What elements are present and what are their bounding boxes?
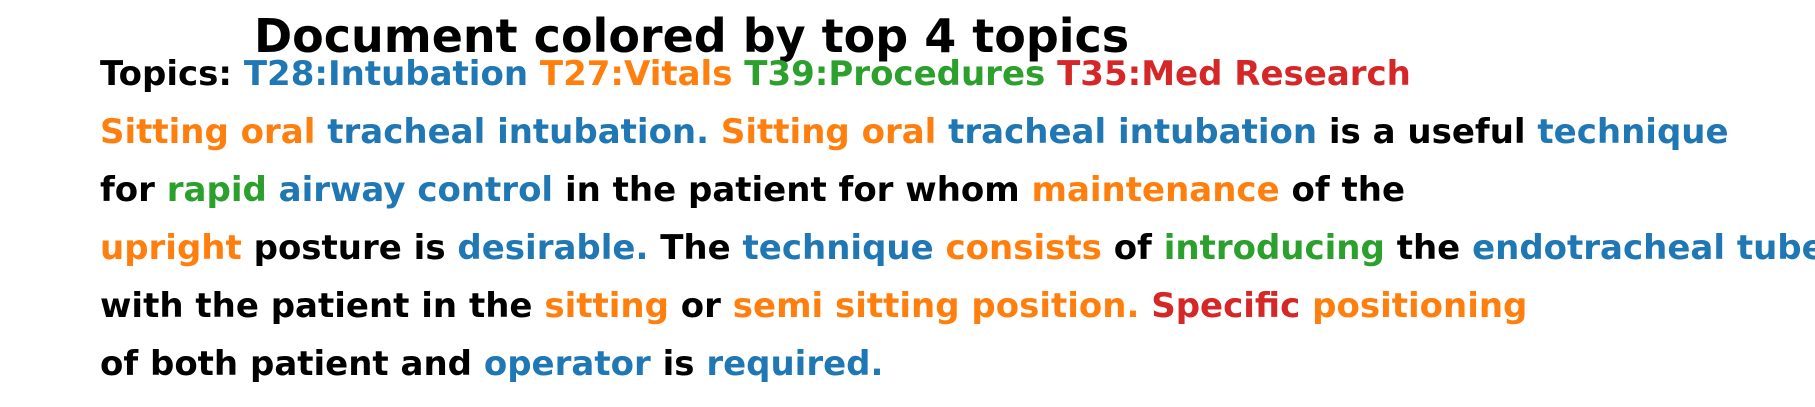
plain-token: The [660, 228, 731, 268]
topic-legend: Topics: T28:Intubation T27:Vitals T39:Pr… [100, 52, 1411, 96]
plain-token: with the patient in the [100, 286, 533, 326]
topic-token-t27: Sitting oral [720, 112, 937, 152]
topic-token-t28: operator [483, 344, 651, 384]
topic-token-t28: technique [742, 228, 934, 268]
topic-token-t28: endotracheal tube [1472, 228, 1815, 268]
legend-topic-t27: T27:Vitals [539, 54, 733, 94]
legend-topic-t39: T39:Procedures [744, 54, 1046, 94]
document-line: of both patient and operator is required… [100, 342, 883, 386]
plain-token: is a useful [1328, 112, 1526, 152]
topic-token-t28: technique [1537, 112, 1729, 152]
document-line: for rapid airway control in the patient … [100, 168, 1405, 212]
topic-token-t35: Specific [1151, 286, 1301, 326]
topic-token-t27: sitting [544, 286, 669, 326]
topic-token-t39: rapid [166, 170, 267, 210]
plain-token: of the [1291, 170, 1406, 210]
plain-token: for [100, 170, 155, 210]
legend-prefix: Topics: [100, 54, 233, 94]
topic-token-t39: introducing [1163, 228, 1385, 268]
plain-token: posture is [253, 228, 446, 268]
plain-token: or [680, 286, 721, 326]
topic-token-t27: positioning [1312, 286, 1528, 326]
plain-token: is [662, 344, 695, 384]
document-line: Sitting oral tracheal intubation. Sittin… [100, 110, 1729, 154]
topic-token-t27: consists [945, 228, 1102, 268]
plain-token: of [1113, 228, 1152, 268]
legend-topic-t35: T35:Med Research [1057, 54, 1411, 94]
document-line: with the patient in the sitting or semi … [100, 284, 1527, 328]
page-title: Document colored by top 4 topics [254, 9, 1130, 63]
topic-token-t27: semi sitting position. [732, 286, 1140, 326]
topic-token-t28: tracheal intubation. [327, 112, 710, 152]
plain-token: the [1396, 228, 1461, 268]
topic-token-t27: maintenance [1031, 170, 1280, 210]
document-line: upright posture is desirable. The techni… [100, 226, 1815, 270]
plain-token: in the patient for whom [564, 170, 1020, 210]
plain-token: of both patient and [100, 344, 473, 384]
topic-token-t28: airway control [278, 170, 554, 210]
topic-token-t28: tracheal intubation [948, 112, 1318, 152]
topic-token-t28: required. [706, 344, 884, 384]
topic-token-t27: upright [100, 228, 242, 268]
topic-token-t28: desirable. [457, 228, 649, 268]
legend-topic-t28: T28:Intubation [243, 54, 529, 94]
topic-token-t27: Sitting oral [100, 112, 316, 152]
